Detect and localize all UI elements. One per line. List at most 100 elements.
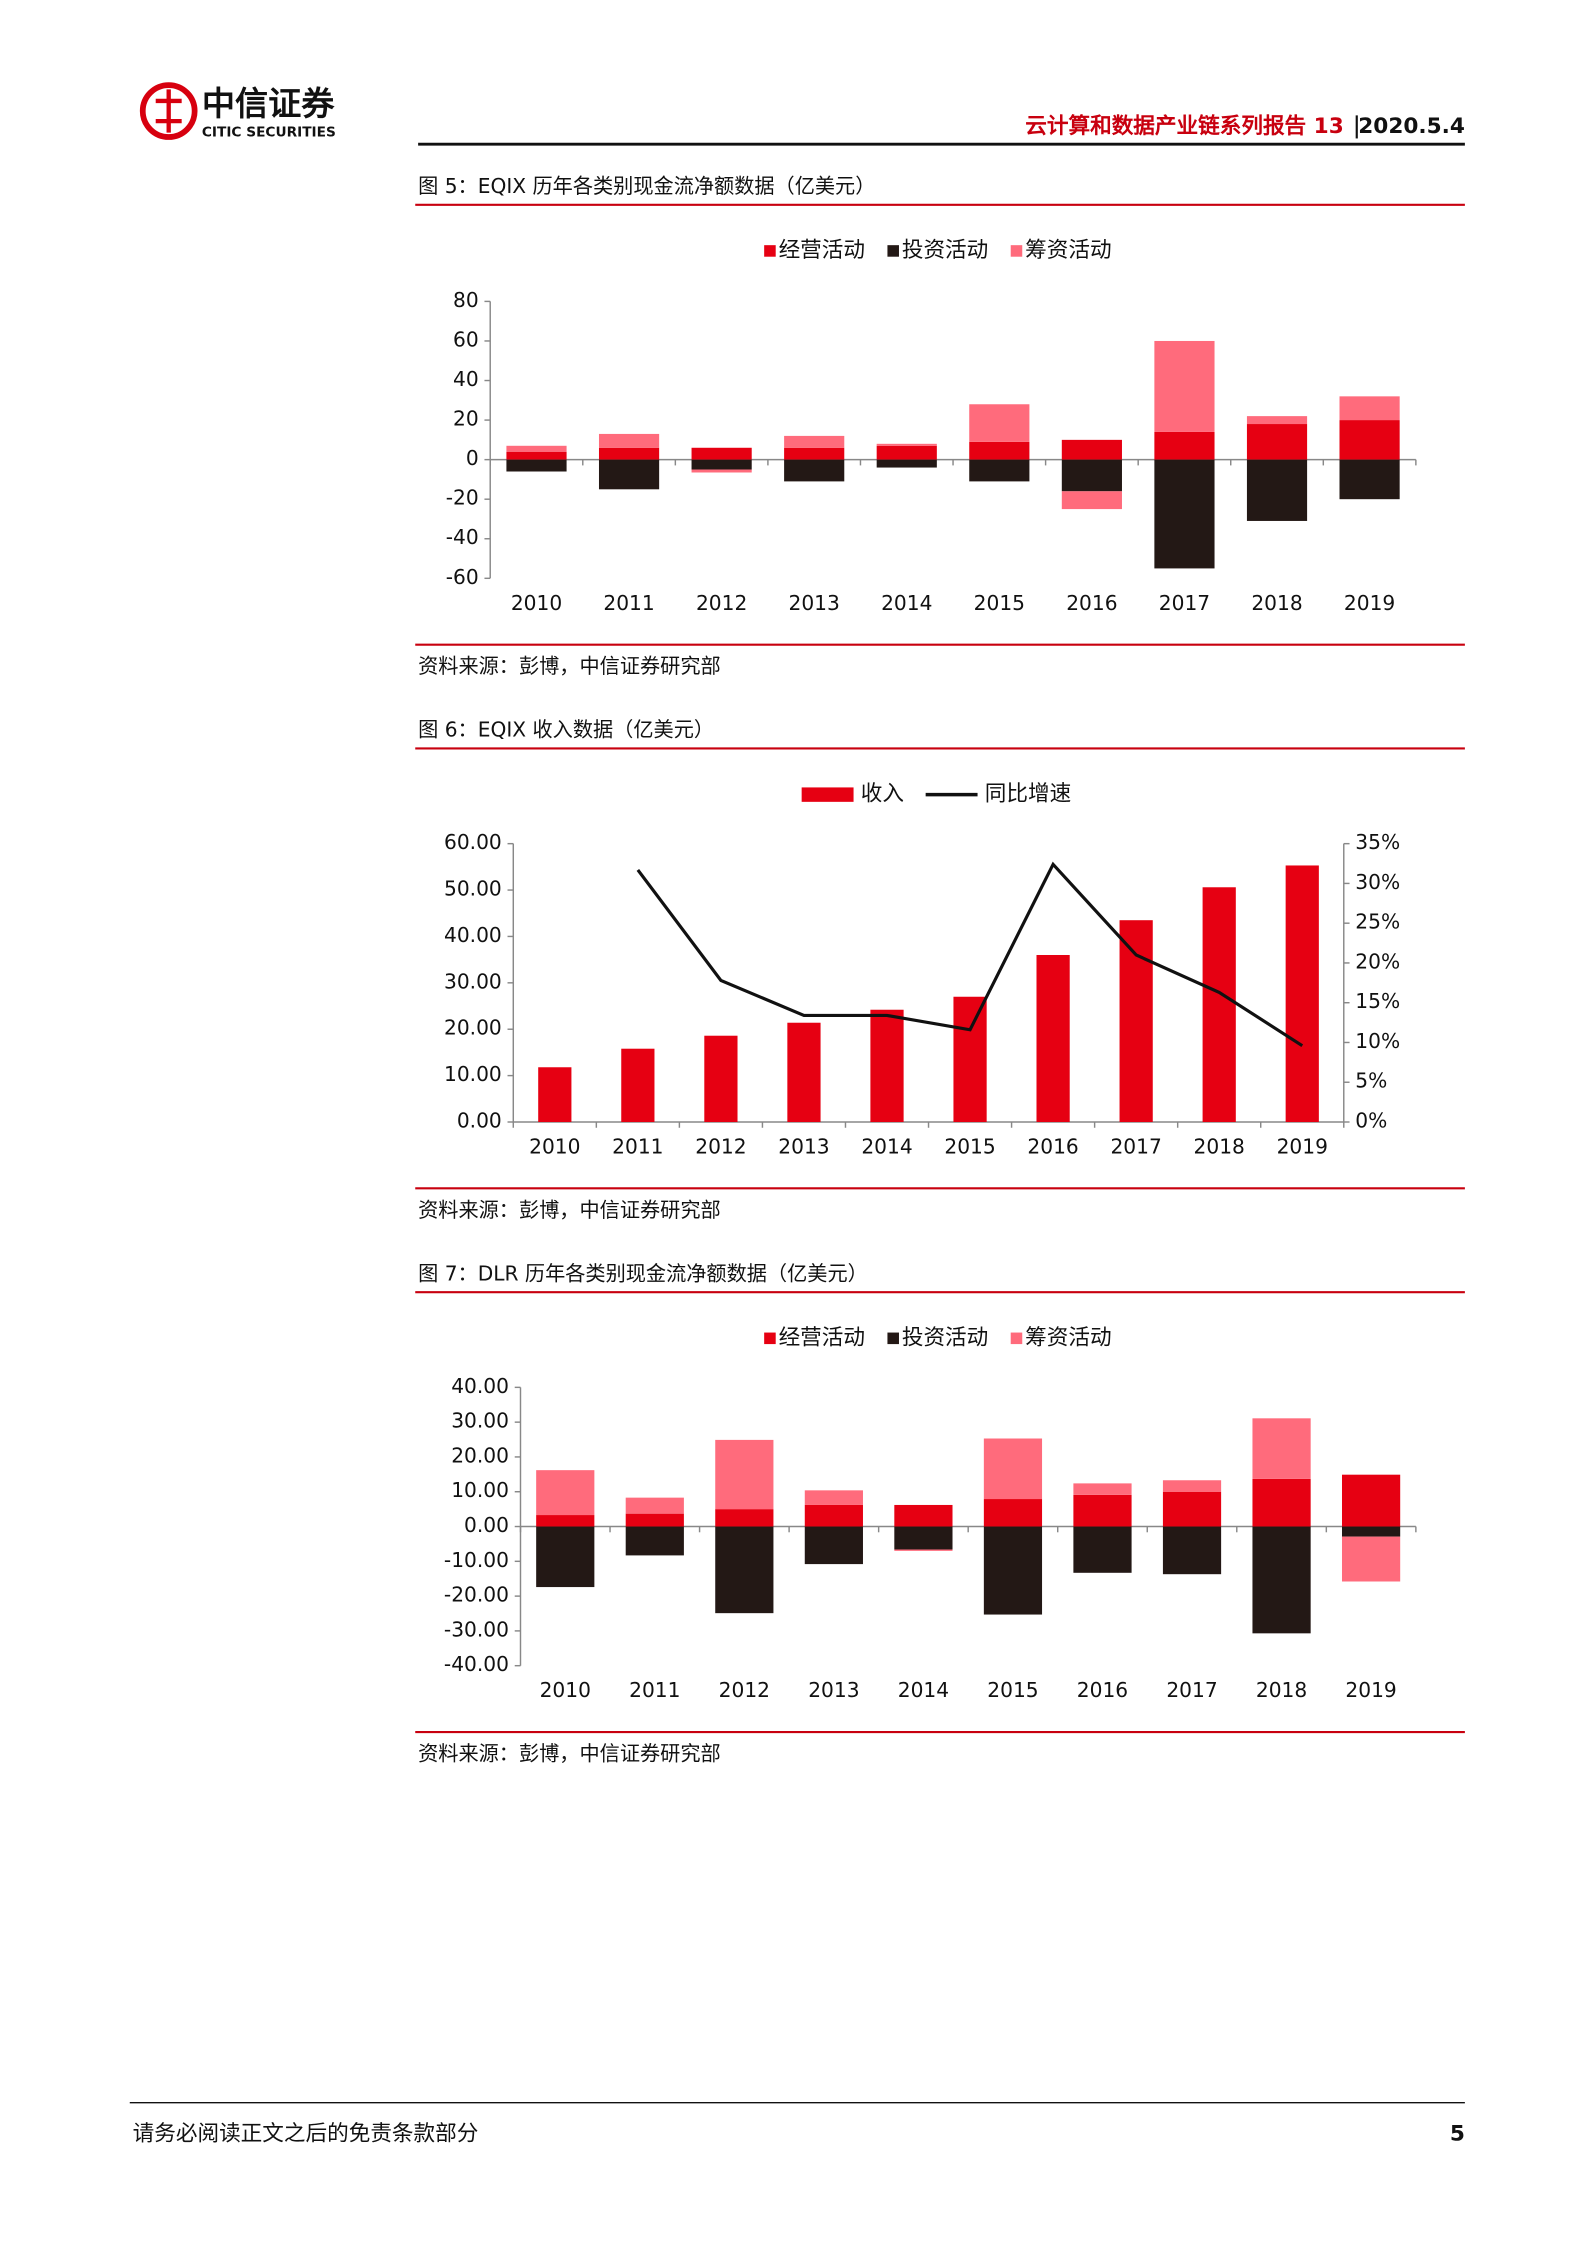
bar-segment xyxy=(625,1497,684,1514)
figure-source: 资料来源：彭博，中信证券研究部 xyxy=(418,1742,721,1766)
y-tick-label: 0.00 xyxy=(457,1108,502,1132)
figure-caption: 图 7：DLR 历年各类别现金流净额数据（亿美元） xyxy=(418,1261,868,1285)
bar-segment xyxy=(969,441,1030,460)
figure-caption: 图 6：EQIX 收入数据（亿美元） xyxy=(418,718,714,742)
bar-segment xyxy=(784,447,845,460)
bar-segment xyxy=(983,1526,1043,1615)
bar-segment xyxy=(691,469,752,473)
bar-segment xyxy=(691,447,752,460)
bar-segment xyxy=(598,433,660,448)
y2-tick-label: 15% xyxy=(1355,989,1400,1013)
bar-segment xyxy=(506,445,567,452)
x-tick-label: 2018 xyxy=(1194,1134,1245,1158)
x-tick-label: 2014 xyxy=(898,1678,949,1702)
disclaimer: 请务必阅读正文之后的免责条款部分 xyxy=(133,2121,479,2146)
y-tick-label: 80 xyxy=(453,288,479,312)
y-tick-label: -10.00 xyxy=(444,1548,509,1572)
x-tick-label: 2014 xyxy=(881,591,932,615)
bar-segment xyxy=(1246,424,1308,460)
legend-marker xyxy=(764,245,776,257)
y-tick-label: -30.00 xyxy=(444,1617,509,1641)
x-tick-label: 2013 xyxy=(808,1678,859,1702)
x-tick-label: 2017 xyxy=(1110,1134,1161,1158)
legend-label: 投资活动 xyxy=(902,1325,988,1350)
bar-segment xyxy=(1339,396,1400,421)
x-tick-label: 2011 xyxy=(603,591,654,615)
legend-label: 筹资活动 xyxy=(1025,1325,1111,1350)
figure-source: 资料来源：彭博，中信证券研究部 xyxy=(418,1198,721,1222)
x-tick-label: 2019 xyxy=(1345,1678,1396,1702)
bar-segment xyxy=(1339,459,1400,500)
legend-label: 经营活动 xyxy=(779,1325,865,1350)
y-tick-label: 40.00 xyxy=(451,1374,509,1398)
bar-segment xyxy=(1162,1491,1222,1527)
x-tick-label: 2013 xyxy=(778,1134,829,1158)
bar-segment xyxy=(625,1526,684,1556)
bar-segment xyxy=(1341,1526,1401,1537)
x-tick-label: 2012 xyxy=(696,591,747,615)
y-tick-label: -20.00 xyxy=(444,1583,509,1607)
bar-segment xyxy=(1252,1526,1311,1634)
x-tick-label: 2016 xyxy=(1066,591,1117,615)
bar-segment xyxy=(1162,1480,1222,1492)
x-tick-label: 2017 xyxy=(1166,1678,1217,1702)
y-tick-label: 20.00 xyxy=(451,1443,509,1467)
bar-segment xyxy=(876,459,937,468)
logo-ring xyxy=(139,82,198,140)
x-tick-label: 2010 xyxy=(529,1134,580,1158)
bar-segment xyxy=(536,1470,595,1516)
x-tick-label: 2012 xyxy=(695,1134,746,1158)
bar-segment xyxy=(715,1439,774,1510)
bar-segment xyxy=(1339,420,1400,460)
y-tick-label: 40.00 xyxy=(444,923,502,947)
y-tick-label: -60 xyxy=(446,565,479,589)
x-tick-label: 2014 xyxy=(861,1134,912,1158)
y2-tick-label: 30% xyxy=(1355,870,1400,894)
bar-segment xyxy=(1341,1474,1401,1527)
bar-segment xyxy=(506,451,567,460)
brand-en: CITIC SECURITIES xyxy=(202,125,336,141)
bar-segment xyxy=(1073,1526,1132,1573)
bar-segment xyxy=(691,459,752,470)
bar-segment xyxy=(536,1515,595,1527)
x-tick-label: 2016 xyxy=(1077,1678,1128,1702)
legend-marker xyxy=(1010,1332,1023,1345)
bar-segment xyxy=(876,445,937,460)
bar xyxy=(1285,865,1319,1122)
bar-segment xyxy=(894,1526,953,1550)
bar xyxy=(953,996,987,1122)
figure-caption: 图 5：EQIX 历年各类别现金流净额数据（亿美元） xyxy=(418,174,875,198)
page-number: 5 xyxy=(1450,2121,1465,2146)
y-tick-label: 30.00 xyxy=(444,969,502,993)
y-tick-label: 60 xyxy=(453,327,479,351)
bar xyxy=(870,1009,904,1122)
x-tick-label: 2015 xyxy=(987,1678,1038,1702)
bar-segment xyxy=(983,1499,1043,1527)
legend-label: 筹资活动 xyxy=(1025,238,1111,263)
y-tick-label: -40 xyxy=(446,525,479,549)
x-tick-label: 2013 xyxy=(789,591,840,615)
bar-segment xyxy=(1073,1483,1132,1495)
y-tick-label: -40.00 xyxy=(444,1652,509,1676)
y-tick-label: 20 xyxy=(453,407,479,431)
bar xyxy=(704,1035,738,1122)
bar-segment xyxy=(804,1490,863,1505)
bar-segment xyxy=(1061,459,1122,492)
bar-segment xyxy=(894,1504,953,1527)
y-tick-label: 30.00 xyxy=(451,1409,509,1433)
bar-segment xyxy=(715,1526,774,1614)
bar-segment xyxy=(1061,439,1122,460)
bar-segment xyxy=(983,1438,1043,1500)
bar-segment xyxy=(876,443,937,446)
bar-segment xyxy=(1154,459,1215,569)
bar-segment xyxy=(598,459,660,490)
x-tick-label: 2015 xyxy=(944,1134,995,1158)
x-tick-label: 2011 xyxy=(612,1134,663,1158)
x-tick-label: 2019 xyxy=(1277,1134,1328,1158)
legend-label: 同比增速 xyxy=(985,782,1071,807)
legend-marker xyxy=(801,787,854,802)
bar-segment xyxy=(1154,431,1215,460)
x-tick-label: 2012 xyxy=(719,1678,770,1702)
bar-segment xyxy=(1252,1478,1311,1527)
